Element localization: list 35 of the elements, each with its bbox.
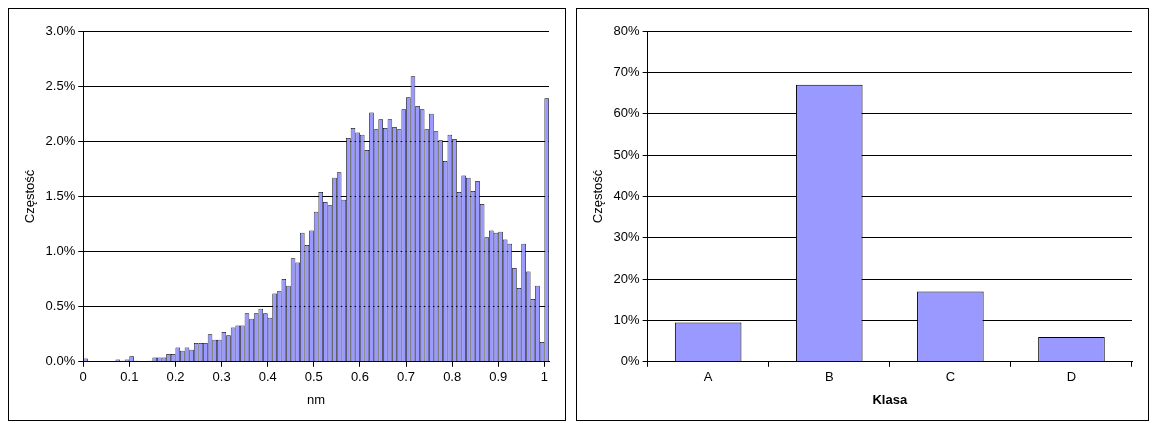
y-tick-label: 20%: [613, 270, 641, 286]
x-tick-label: 0.4: [258, 369, 277, 385]
y-tick-label: 40%: [613, 187, 641, 203]
x-tick-label: A: [703, 369, 713, 385]
y-tick-label: 60%: [613, 105, 641, 121]
x-tick-label: 0.1: [120, 369, 139, 385]
y-tick-label: 30%: [613, 229, 641, 245]
y-tick-label: 1.0%: [45, 243, 76, 259]
x-tick-label: 0.9: [489, 369, 508, 385]
y-tick-label: 0.0%: [45, 353, 76, 369]
y-tick-label: 70%: [613, 63, 641, 79]
x-tick-label: C: [945, 369, 956, 385]
y-tick-label: 0.5%: [45, 298, 76, 314]
y-axis-title: Częstość: [590, 169, 606, 224]
y-tick-label: 2.0%: [45, 132, 76, 148]
x-axis-title: nm: [307, 391, 326, 407]
y-tick-label: 2.5%: [45, 77, 76, 93]
x-tick-label: 0.7: [397, 369, 416, 385]
y-tick-label: 80%: [613, 22, 641, 38]
x-axis-title: Klasa: [872, 391, 908, 407]
y-axis-title: Częstość: [22, 169, 38, 224]
y-tick-label: 1.5%: [45, 187, 76, 203]
y-tick-label: 50%: [613, 146, 641, 162]
y-tick-label: 10%: [613, 312, 641, 328]
y-tick-label: 0%: [620, 353, 641, 369]
x-tick-label: 0.3: [212, 369, 231, 385]
x-tick-label: 1: [540, 369, 549, 385]
x-tick-label: 0: [79, 369, 87, 385]
x-tick-label: 0.2: [166, 369, 185, 385]
y-tick-label: 3.0%: [45, 22, 76, 38]
x-tick-label: 0.8: [443, 369, 462, 385]
x-tick-label: 0.6: [350, 369, 369, 385]
x-tick-label: D: [1066, 369, 1077, 385]
x-tick-label: 0.5: [304, 369, 323, 385]
x-tick-label: B: [824, 369, 834, 385]
